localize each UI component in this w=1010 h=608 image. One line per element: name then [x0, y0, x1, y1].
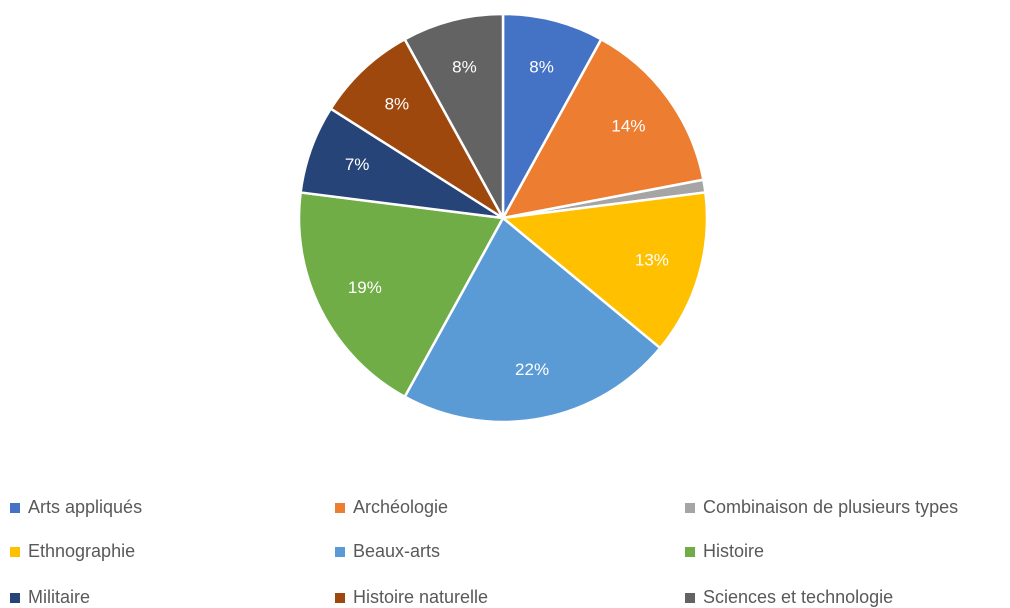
data-label: 14%	[611, 116, 645, 135]
legend-label: Combinaison de plusieurs types	[703, 497, 958, 517]
pie-slice	[501, 12, 603, 219]
data-label: 8%	[452, 57, 477, 76]
legend-label: Histoire naturelle	[353, 587, 488, 607]
data-label: 7%	[345, 155, 370, 174]
legend-swatch	[335, 547, 345, 557]
legend-label: Histoire	[703, 541, 764, 561]
legend-label: Arts appliqués	[28, 497, 142, 517]
data-label: 8%	[529, 57, 554, 76]
legend-label: Sciences et technologie	[703, 587, 893, 607]
pie-slice	[329, 37, 505, 220]
legend-swatch	[335, 593, 345, 603]
pie-slice	[403, 12, 505, 219]
legend-swatch	[10, 547, 20, 557]
legend-label: Militaire	[28, 587, 90, 607]
pie-slice	[297, 191, 505, 399]
legend-label: Beaux-arts	[353, 541, 440, 561]
legend-swatch	[685, 593, 695, 603]
data-label: 13%	[635, 251, 669, 270]
legend-swatch	[335, 503, 345, 513]
pie-slice	[500, 37, 705, 220]
legend-label: Archéologie	[353, 497, 448, 517]
pie-slice	[403, 216, 662, 424]
data-label: 22%	[515, 360, 549, 379]
legend-swatch	[685, 547, 695, 557]
legend-swatch	[685, 503, 695, 513]
data-label: 19%	[348, 278, 382, 297]
data-label: 8%	[385, 94, 410, 113]
legend-swatch	[10, 593, 20, 603]
pie-slice	[499, 191, 709, 350]
legend-swatch	[10, 503, 20, 513]
legend-label: Ethnographie	[28, 541, 135, 561]
